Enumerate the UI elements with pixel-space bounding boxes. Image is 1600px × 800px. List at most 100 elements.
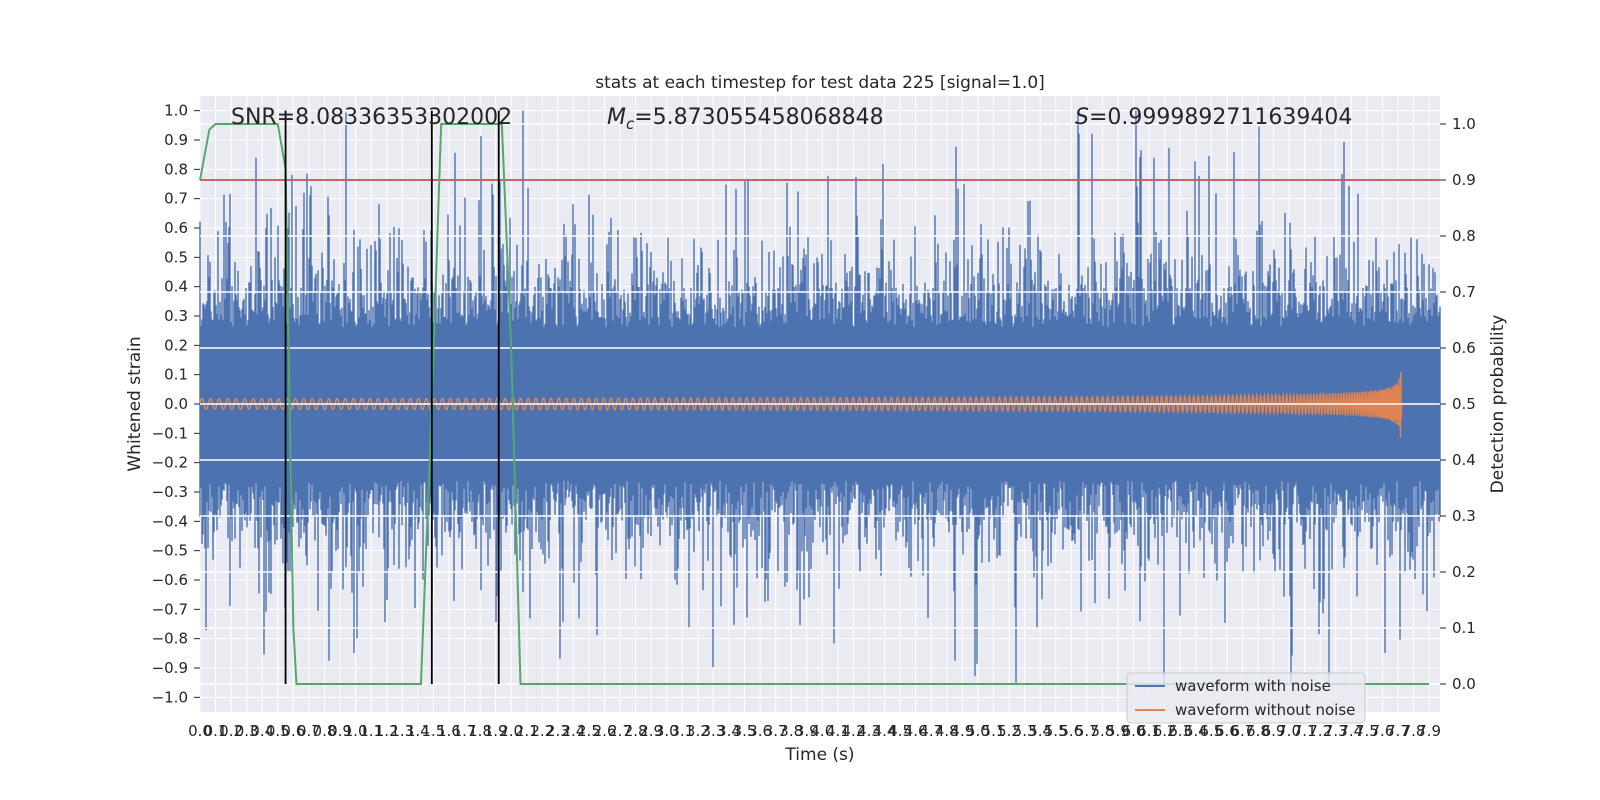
x-tick-label: 5.1 (982, 722, 1006, 740)
series-detection-probability (199, 123, 1430, 685)
x-tick-label: 4.1 (826, 722, 850, 740)
x-tick-label: 2.3 (546, 722, 570, 740)
x-tick-label: 3.5 (733, 722, 757, 740)
x-tick-label: 3.4 (717, 722, 741, 740)
x-tick-label: 1.5 (421, 722, 445, 740)
y-tick-label-left: −1.0 (152, 688, 188, 706)
x-tick-label: 0.4 (250, 722, 274, 740)
x-tick-label: 1.3 (390, 722, 414, 740)
y-tick-labels-right: 1.0 0.9 0.8 0.7 0.6 0.5 0.4 0.3 0.2 0.1 0.0 (1440, 115, 1476, 693)
y-tick-label-left: −0.8 (152, 630, 188, 648)
x-tick-label: 2.0 (499, 722, 523, 740)
x-tick-label: 3.6 (748, 722, 772, 740)
x-tick-label: 4.0 (810, 722, 834, 740)
x-tick-label: 3.3 (701, 722, 725, 740)
x-tick-label: 2.4 (561, 722, 585, 740)
y-tick-label-right: 0.5 (1452, 395, 1476, 413)
x-tick-label: 3.7 (764, 722, 788, 740)
y-tick-label-left: 0.8 (164, 160, 188, 178)
x-tick-label: 6.0 (1122, 722, 1146, 740)
x-tick-label: 4.5 (888, 722, 912, 740)
y-axis-label-right: Detection probability (1488, 315, 1508, 494)
x-tick-label: 6.7 (1230, 722, 1254, 740)
x-tick-label: 5.5 (1044, 722, 1068, 740)
annotation-chirp-mass: Mc=5.873055458068848 (607, 105, 884, 133)
y-tick-label-left: 0.1 (164, 366, 188, 384)
x-axis-label: Time (s) (784, 745, 854, 765)
y-tick-labels-left: 1.0 0.9 0.8 0.7 0.6 0.5 0.4 0.3 0.2 0.1 0.0 −0.1 −0.… (152, 102, 200, 706)
x-tick-label: 1.7 (453, 722, 477, 740)
annotation-score: S=0.9999892711639404 (1075, 105, 1352, 130)
x-tick-label: 7.6 (1371, 722, 1395, 740)
x-tick-label: 1.9 (484, 722, 508, 740)
x-tick-label: 5.2 (997, 722, 1021, 740)
y-tick-label-right: 0.1 (1452, 619, 1476, 637)
x-tick-label: 5.7 (1075, 722, 1099, 740)
y-tick-label-left: 0.2 (164, 336, 188, 354)
y-tick-label-left: −0.7 (152, 600, 188, 618)
y-tick-label-left: −0.4 (152, 512, 188, 530)
y-tick-label-right: 0.8 (1452, 227, 1476, 245)
x-tick-label: 5.6 (1059, 722, 1083, 740)
x-tick-label: 5.4 (1028, 722, 1052, 740)
annotation-chirp-mass-subscript: c (626, 115, 635, 133)
x-tick-label: 2.5 (577, 722, 601, 740)
x-tick-label: 6.6 (1215, 722, 1239, 740)
x-tick-label: 1.0 (344, 722, 368, 740)
x-tick-label: 5.8 (1090, 722, 1114, 740)
x-tick-label: 6.8 (1246, 722, 1270, 740)
y-tick-label-left: 0.3 (164, 307, 188, 325)
annotation-chirp-mass-value: =5.873055458068848 (634, 105, 883, 130)
noise-waveform-path (199, 110, 1441, 683)
x-tick-label: 5.3 (1013, 722, 1037, 740)
y-tick-label-right: 0.0 (1452, 675, 1476, 693)
legend-label-noise: waveform with noise (1175, 677, 1331, 695)
x-tick-label: 7.1 (1293, 722, 1317, 740)
x-tick-label: 4.2 (842, 722, 866, 740)
y-axis-label-left: Whitened strain (125, 336, 145, 471)
x-tick-label: 2.1 (515, 722, 539, 740)
x-tick-label: 0.6 (281, 722, 305, 740)
x-tick-label: 7.7 (1386, 722, 1410, 740)
x-tick-label: 7.4 (1339, 722, 1363, 740)
x-tick-label: 3.1 (670, 722, 694, 740)
y-tick-label-right: 0.7 (1452, 283, 1476, 301)
y-tick-label-left: 0.6 (164, 219, 188, 237)
x-tick-label: 0.7 (297, 722, 321, 740)
annotation-score-value: =0.9999892711639404 (1089, 105, 1352, 130)
x-tick-label: 2.8 (624, 722, 648, 740)
y-tick-label-right: 0.4 (1452, 451, 1476, 469)
x-tick-label: 4.4 (873, 722, 897, 740)
x-tick-label: 4.6 (904, 722, 928, 740)
y-tick-label-left: −0.1 (152, 424, 188, 442)
y-tick-label-left: 1.0 (164, 102, 188, 120)
y-tick-label-right: 0.3 (1452, 507, 1476, 525)
y-tick-label-left: 0.0 (164, 395, 188, 413)
x-tick-label: 3.8 (779, 722, 803, 740)
y-tick-label-left: −0.3 (152, 483, 188, 501)
x-tick-label: 1.2 (375, 722, 399, 740)
x-tick-label: 4.7 (919, 722, 943, 740)
legend-label-clean: waveform without noise (1175, 701, 1355, 719)
x-tick-label: 7.2 (1308, 722, 1332, 740)
y-tick-label-left: 0.4 (164, 278, 188, 296)
x-tick-label: 5.9 (1106, 722, 1130, 740)
x-tick-label: 0.9 (328, 722, 352, 740)
x-tick-label: 3.9 (795, 722, 819, 740)
x-tick-labels: 0.00.10.20.30.40.50.60.70.80.91.01.11.21… (188, 722, 1441, 740)
y-tick-label-right: 0.2 (1452, 563, 1476, 581)
x-tick-label: 6.9 (1262, 722, 1286, 740)
x-tick-label: 7.5 (1355, 722, 1379, 740)
y-tick-label-left: −0.6 (152, 571, 188, 589)
legend: waveform with noise waveform without noi… (1126, 672, 1366, 724)
vertical-markers (284, 110, 500, 684)
x-tick-label: 7.9 (1417, 722, 1441, 740)
y-tick-label-right: 0.9 (1452, 171, 1476, 189)
x-tick-label: 5.0 (966, 722, 990, 740)
y-tick-label-left: −0.2 (152, 454, 188, 472)
x-tick-label: 2.9 (639, 722, 663, 740)
y-tick-label-right: 1.0 (1452, 115, 1476, 133)
x-tick-label: 2.6 (593, 722, 617, 740)
x-tick-label: 3.0 (655, 722, 679, 740)
